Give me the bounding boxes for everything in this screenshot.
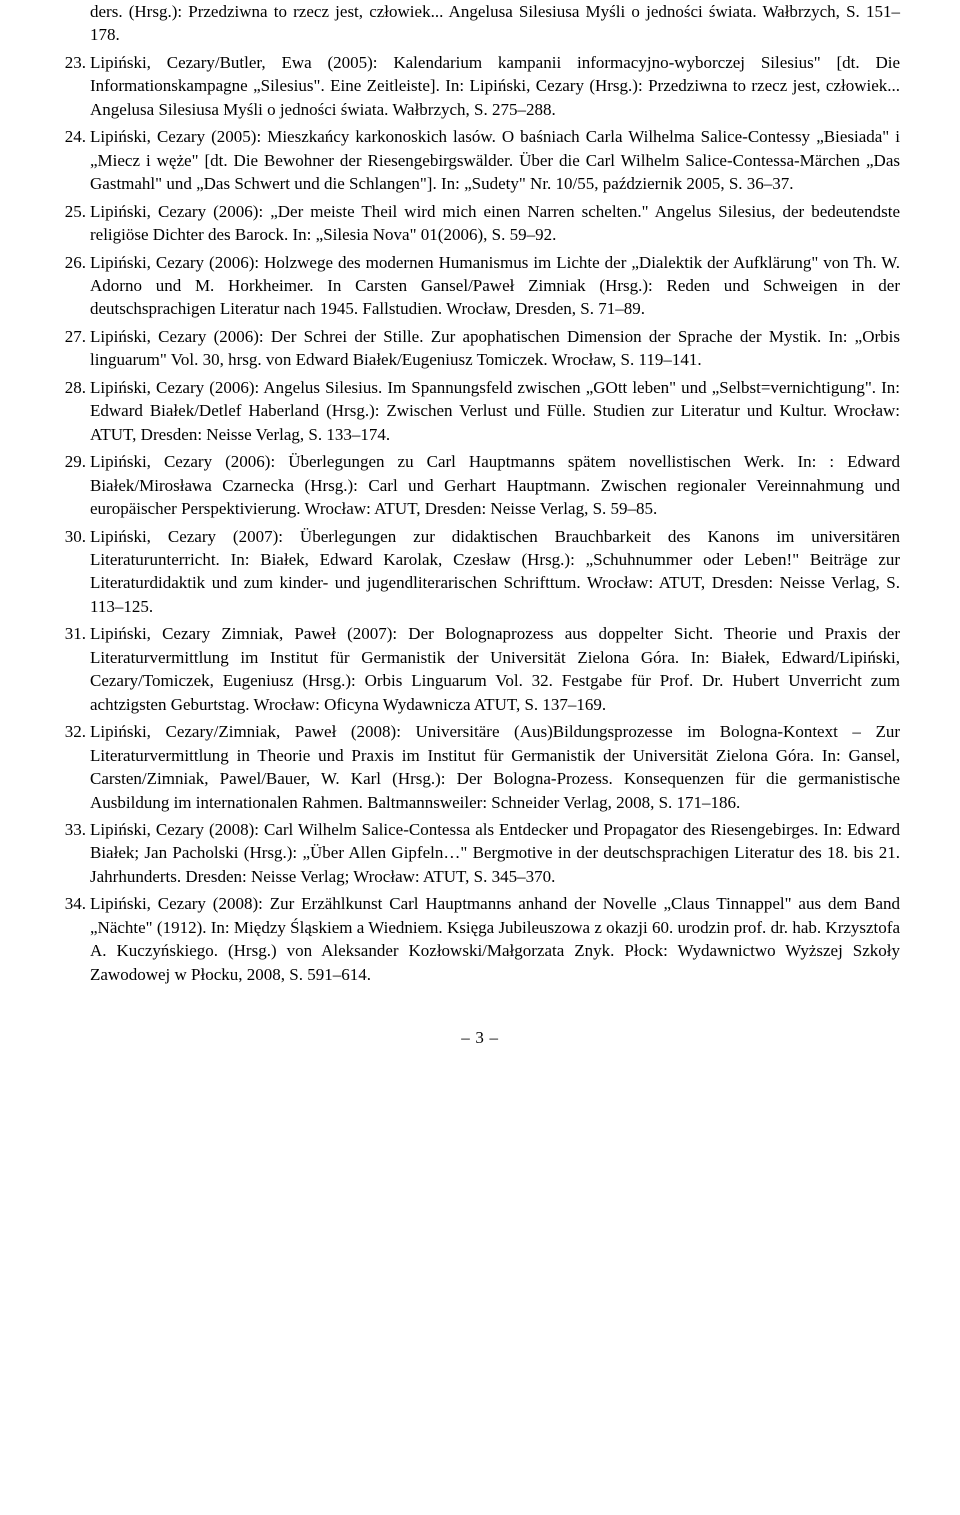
entry-number: 33. <box>60 818 86 841</box>
entry-text: Lipiński, Cezary (2008): Carl Wilhelm Sa… <box>90 820 900 886</box>
entry-text: Lipiński, Cezary (2006): „Der meiste The… <box>90 202 900 244</box>
entry-number: 27. <box>60 325 86 348</box>
bibliography-entry: 33.Lipiński, Cezary (2008): Carl Wilhelm… <box>60 818 900 888</box>
bibliography-entry: 32.Lipiński, Cezary/Zimniak, Paweł (2008… <box>60 720 900 814</box>
entry-number: 31. <box>60 622 86 645</box>
entry-text: Lipiński, Cezary/Zimniak, Paweł (2008): … <box>90 722 900 811</box>
entry-text: Lipiński, Cezary/Butler, Ewa (2005): Kal… <box>90 53 900 119</box>
page-number: – 3 – <box>60 1026 900 1049</box>
bibliography-entry: 34.Lipiński, Cezary (2008): Zur Erzählku… <box>60 892 900 986</box>
entry-text: Lipiński, Cezary (2006): Überlegungen zu… <box>90 452 900 518</box>
entry-text: Lipiński, Cezary (2007): Überlegungen zu… <box>90 527 900 616</box>
entry-text: Lipiński, Cezary (2008): Zur Erzählkunst… <box>90 894 900 983</box>
bibliography-entry: 28.Lipiński, Cezary (2006): Angelus Sile… <box>60 376 900 446</box>
bibliography-entry: 31.Lipiński, Cezary Zimniak, Paweł (2007… <box>60 622 900 716</box>
entry-number: 34. <box>60 892 86 915</box>
entry-number: 23. <box>60 51 86 74</box>
entry-number: 28. <box>60 376 86 399</box>
entry-text: Lipiński, Cezary (2006): Angelus Silesiu… <box>90 378 900 444</box>
bibliography-entry: 24.Lipiński, Cezary (2005): Mieszkańcy k… <box>60 125 900 195</box>
entry-text: Lipiński, Cezary (2006): Holzwege des mo… <box>90 253 900 319</box>
entry-text: Lipiński, Cezary (2006): Der Schrei der … <box>90 327 900 369</box>
bibliography-entry: 30.Lipiński, Cezary (2007): Überlegungen… <box>60 525 900 619</box>
document-page: ders. (Hrsg.): Przedziwna to rzecz jest,… <box>0 0 960 1090</box>
bibliography-entry: 26.Lipiński, Cezary (2006): Holzwege des… <box>60 251 900 321</box>
entry-number: 30. <box>60 525 86 548</box>
bibliography-entry: 27.Lipiński, Cezary (2006): Der Schrei d… <box>60 325 900 372</box>
entry-number: 32. <box>60 720 86 743</box>
bibliography-entry: ders. (Hrsg.): Przedziwna to rzecz jest,… <box>60 0 900 47</box>
entry-number: 29. <box>60 450 86 473</box>
bibliography-entry: 25.Lipiński, Cezary (2006): „Der meiste … <box>60 200 900 247</box>
bibliography-list: ders. (Hrsg.): Przedziwna to rzecz jest,… <box>60 0 900 986</box>
entry-number: 25. <box>60 200 86 223</box>
entry-text: Lipiński, Cezary (2005): Mieszkańcy kark… <box>90 127 900 193</box>
bibliography-entry: 23.Lipiński, Cezary/Butler, Ewa (2005): … <box>60 51 900 121</box>
entry-text: ders. (Hrsg.): Przedziwna to rzecz jest,… <box>90 2 900 44</box>
entry-number: 26. <box>60 251 86 274</box>
entry-number: 24. <box>60 125 86 148</box>
entry-text: Lipiński, Cezary Zimniak, Paweł (2007): … <box>90 624 900 713</box>
bibliography-entry: 29.Lipiński, Cezary (2006): Überlegungen… <box>60 450 900 520</box>
